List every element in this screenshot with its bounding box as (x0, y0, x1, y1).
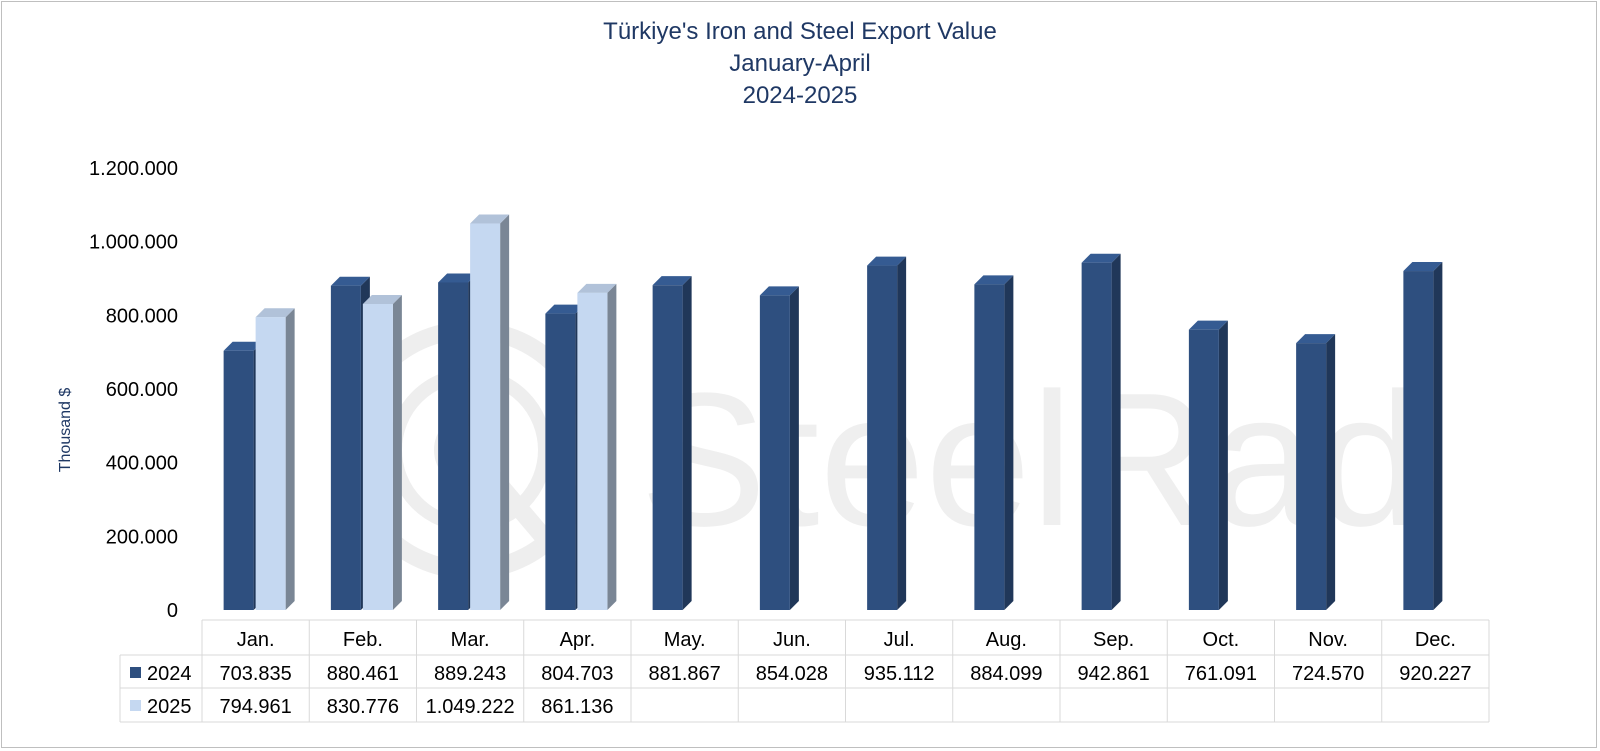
bar-2025-jan (255, 308, 295, 610)
data-label: 942.861 (1077, 663, 1149, 685)
chart-title: Türkiye's Iron and Steel Export Value (603, 18, 997, 45)
x-tick-label: Sep. (1093, 629, 1134, 651)
data-table: Jan. Feb. Mar. Apr. May. Jun. Jul. Aug. Sep. Oct.… (119, 619, 1490, 723)
data-label: 920.227 (1399, 663, 1471, 685)
y-tick-label: 0 (167, 600, 178, 622)
y-tick-label: 200.000 (106, 526, 178, 548)
data-label: 794.961 (219, 696, 291, 718)
y-tick-label: 800.000 (106, 305, 178, 327)
bar-2024-aug (974, 275, 1014, 610)
legend-swatch-2025 (130, 700, 141, 711)
y-axis-title: Thousand $ (57, 388, 74, 473)
bar-2025-mar (470, 214, 510, 610)
bars (223, 214, 1443, 610)
data-label: 880.461 (327, 663, 399, 685)
x-tick-label: Nov. (1308, 629, 1348, 651)
x-tick-label: Dec. (1415, 629, 1456, 651)
y-axis-label: Thousand $ (57, 388, 74, 473)
bar-2024-sep (1081, 253, 1121, 610)
data-label: 884.099 (970, 663, 1042, 685)
y-tick-label: 400.000 (106, 453, 178, 475)
data-label: 830.776 (327, 696, 399, 718)
bar-2024-oct (1188, 320, 1228, 610)
x-tick-label: Feb. (343, 629, 383, 651)
x-tick-label: Jan. (237, 629, 275, 651)
x-tick-label: Oct. (1203, 629, 1240, 651)
bar-2024-jun (759, 286, 799, 610)
data-label: 889.243 (434, 663, 506, 685)
x-tick-label: Jul. (884, 629, 915, 651)
data-label: 861.136 (541, 696, 613, 718)
legend-label-2024: 2024 (147, 663, 192, 685)
legend-label-2025: 2025 (147, 696, 192, 718)
data-label: 703.835 (219, 663, 291, 685)
data-label: 881.867 (648, 663, 720, 685)
data-label: 854.028 (756, 663, 828, 685)
data-label: 724.570 (1292, 663, 1364, 685)
data-label: 1.049.222 (426, 696, 515, 718)
bar-2024-may (652, 276, 692, 610)
chart-subtitle-years: 2024-2025 (742, 82, 858, 109)
x-tick-label: Aug. (986, 629, 1027, 651)
x-tick-label: Mar. (451, 629, 490, 651)
bar-2025-apr (577, 283, 617, 610)
bar-2025-feb (362, 294, 402, 610)
x-tick-label: May. (664, 629, 706, 651)
y-tick-label: 600.000 (106, 379, 178, 401)
legend-swatch-2024 (130, 667, 141, 678)
y-axis-ticks: 0 200.000 400.000 600.000 800.000 1.000.000 1.… (89, 158, 178, 622)
x-tick-label: Jun. (773, 629, 811, 651)
data-label: 761.091 (1185, 663, 1257, 685)
bar-2024-dec (1403, 262, 1443, 610)
bar-2024-nov (1296, 334, 1336, 610)
data-label: 935.112 (864, 663, 935, 685)
x-tick-label: Apr. (560, 629, 596, 651)
data-label: 804.703 (541, 663, 613, 685)
bar-2024-jul (867, 256, 907, 610)
y-tick-label: 1.000.000 (89, 232, 178, 254)
y-tick-label: 1.200.000 (89, 158, 178, 180)
chart-subtitle-period: January-April (729, 50, 871, 77)
